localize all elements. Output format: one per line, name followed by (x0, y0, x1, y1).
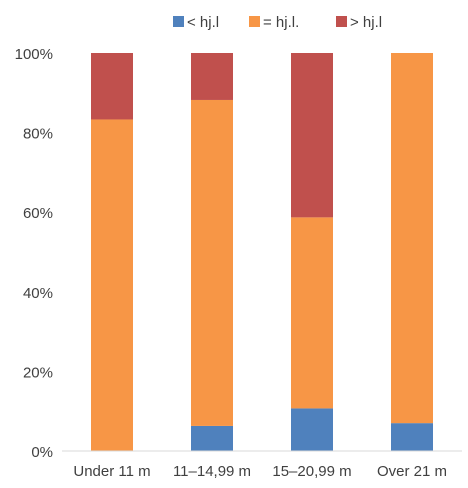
x-axis: Under 11 m 11–14,99 m 15–20,99 m Over 21 m (73, 463, 447, 480)
bar-segment (391, 53, 433, 424)
legend-label: < hj.l (187, 14, 219, 31)
y-axis: 0% 20% 40% 60% 80% 100% (15, 46, 53, 461)
bar-segment (91, 119, 133, 451)
bar-segment (191, 99, 233, 426)
legend-swatch (249, 16, 260, 27)
x-tick-label: Under 11 m (73, 463, 150, 480)
x-tick-label: Over 21 m (377, 463, 447, 480)
x-tick-label: 15–20,99 m (272, 463, 351, 480)
legend-label: > hj.l (350, 14, 382, 31)
bar-segment (291, 408, 333, 451)
legend-label: = hj.l. (263, 14, 299, 31)
bar-segment (191, 425, 233, 451)
y-tick-label: 0% (31, 444, 53, 461)
y-tick-label: 40% (23, 285, 53, 302)
legend-item: < hj.l (173, 14, 219, 31)
legend-swatch (173, 16, 184, 27)
bar-segment (391, 423, 433, 451)
legend-swatch (336, 16, 347, 27)
y-tick-label: 100% (15, 46, 53, 63)
bar-segment (191, 53, 233, 100)
bar-segment (291, 53, 333, 218)
legend: < hj.l = hj.l. > hj.l (173, 14, 382, 31)
bar-segment (91, 53, 133, 120)
y-tick-label: 80% (23, 126, 53, 143)
y-tick-label: 60% (23, 205, 53, 222)
legend-item: = hj.l. (249, 14, 299, 31)
y-tick-label: 20% (23, 364, 53, 381)
bars (91, 53, 433, 451)
legend-item: > hj.l (336, 14, 382, 31)
bar-segment (291, 217, 333, 409)
x-tick-label: 11–14,99 m (173, 463, 251, 480)
